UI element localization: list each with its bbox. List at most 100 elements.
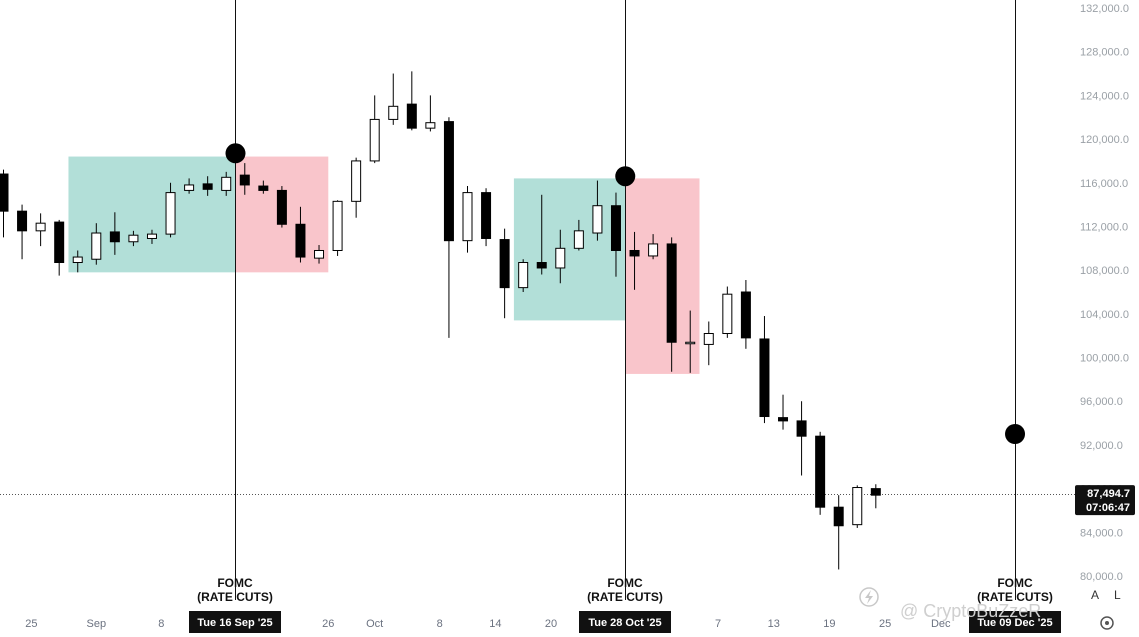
candle-body xyxy=(221,176,232,191)
candle xyxy=(17,204,28,260)
candle xyxy=(91,223,102,265)
candle-body xyxy=(388,105,399,120)
event-markers xyxy=(225,143,1026,444)
price-axis[interactable]: 80,000.084,000.088,000.092,000.096,000.0… xyxy=(1080,3,1129,583)
candle xyxy=(796,401,807,476)
candle-body xyxy=(573,230,584,249)
candle-body xyxy=(833,506,844,527)
settings-icon[interactable] xyxy=(1100,616,1114,630)
event-date-label: Tue 28 Oct '25 xyxy=(588,617,661,629)
candle-body xyxy=(796,420,807,437)
shaded-zone xyxy=(625,178,700,374)
candle-body xyxy=(406,103,417,129)
event-date-label: Tue 16 Sep '25 xyxy=(197,617,272,629)
replay-icon[interactable] xyxy=(859,587,879,607)
time-tick-label: 25 xyxy=(879,618,891,630)
candle-body xyxy=(703,333,714,345)
candle-body xyxy=(852,487,863,526)
candle-body xyxy=(314,249,325,259)
candle-body xyxy=(109,231,120,243)
candle-body xyxy=(17,210,28,232)
candle xyxy=(815,431,826,515)
auto-scale-button[interactable]: A xyxy=(1091,588,1099,602)
event-title: FOMC xyxy=(607,576,643,590)
current-price-tag: 87,494.7 07:06:47 xyxy=(1075,485,1135,516)
candle xyxy=(685,310,696,373)
time-tick-label: Dec xyxy=(931,618,951,630)
candle-body xyxy=(146,233,157,239)
price-tick-label: 132,000.0 xyxy=(1080,3,1129,15)
candle xyxy=(870,484,881,509)
candle xyxy=(648,234,659,260)
price-tick-label: 112,000.0 xyxy=(1080,221,1128,233)
candle-body xyxy=(128,234,139,243)
candle xyxy=(54,219,65,276)
candle-body xyxy=(202,183,213,190)
log-scale-button[interactable]: L xyxy=(1114,588,1121,602)
time-tick-label: 13 xyxy=(768,618,780,630)
price-tick-label: 80,000.0 xyxy=(1080,571,1123,583)
candle xyxy=(425,95,436,132)
time-axis[interactable]: 25 Sep 8 26 Oct 8 14 20 7 13 19 25 Dec xyxy=(25,618,951,630)
price-tick-label: 116,000.0 xyxy=(1080,178,1128,190)
watermark: @ CryptoBuZzeR xyxy=(900,601,1041,621)
candle-body xyxy=(258,185,269,191)
candle xyxy=(406,71,417,131)
time-tick-label: 8 xyxy=(437,618,443,630)
candle-body xyxy=(778,417,789,422)
candle xyxy=(239,163,250,195)
shaded-zone xyxy=(513,178,626,321)
event-date-box xyxy=(189,611,281,633)
candle xyxy=(388,73,399,125)
event-subtitle: (RATE CUTS) xyxy=(197,590,273,604)
candle-body xyxy=(72,256,83,264)
candle xyxy=(184,178,195,194)
candle-body xyxy=(295,223,306,258)
candle xyxy=(258,180,269,194)
event-lines xyxy=(235,0,1016,600)
candle xyxy=(221,171,232,196)
candle xyxy=(778,394,789,430)
event-title: FOMC xyxy=(997,576,1033,590)
price-tick-label: 128,000.0 xyxy=(1080,47,1129,59)
candle xyxy=(518,259,529,292)
event-marker xyxy=(1005,424,1026,444)
event-date-box xyxy=(969,611,1061,633)
time-tick-label: 19 xyxy=(823,618,835,630)
candle xyxy=(703,321,714,366)
candle xyxy=(295,206,306,263)
time-tick-label: Oct xyxy=(366,618,383,630)
candle-body xyxy=(499,239,510,289)
candle-body xyxy=(481,192,492,239)
candle-body xyxy=(184,184,195,191)
candle xyxy=(536,194,547,275)
candle xyxy=(0,169,9,238)
candle-body xyxy=(35,222,46,232)
price-tag-box xyxy=(1075,485,1135,516)
candle xyxy=(499,228,510,319)
candle-body xyxy=(740,291,751,339)
candle xyxy=(72,250,83,273)
candle xyxy=(555,229,566,284)
candle xyxy=(332,200,343,256)
candle-body xyxy=(685,341,696,345)
candle-body xyxy=(443,121,454,242)
candle xyxy=(35,213,46,247)
price-tag-countdown: 07:06:47 xyxy=(1086,502,1130,514)
time-tick-label: 26 xyxy=(322,618,334,630)
event-subtitle: (RATE CUTS) xyxy=(587,590,663,604)
price-tick-label: 104,000.0 xyxy=(1080,309,1129,321)
event-marker xyxy=(615,166,636,187)
time-tick-label: 14 xyxy=(489,618,501,630)
candle xyxy=(351,157,362,218)
candle-body xyxy=(276,189,287,225)
candle-body xyxy=(239,174,250,186)
candles xyxy=(0,71,881,570)
candle xyxy=(852,485,863,528)
candle-body xyxy=(165,192,176,235)
candle xyxy=(109,212,120,255)
candle xyxy=(146,229,157,244)
candle xyxy=(666,237,677,372)
